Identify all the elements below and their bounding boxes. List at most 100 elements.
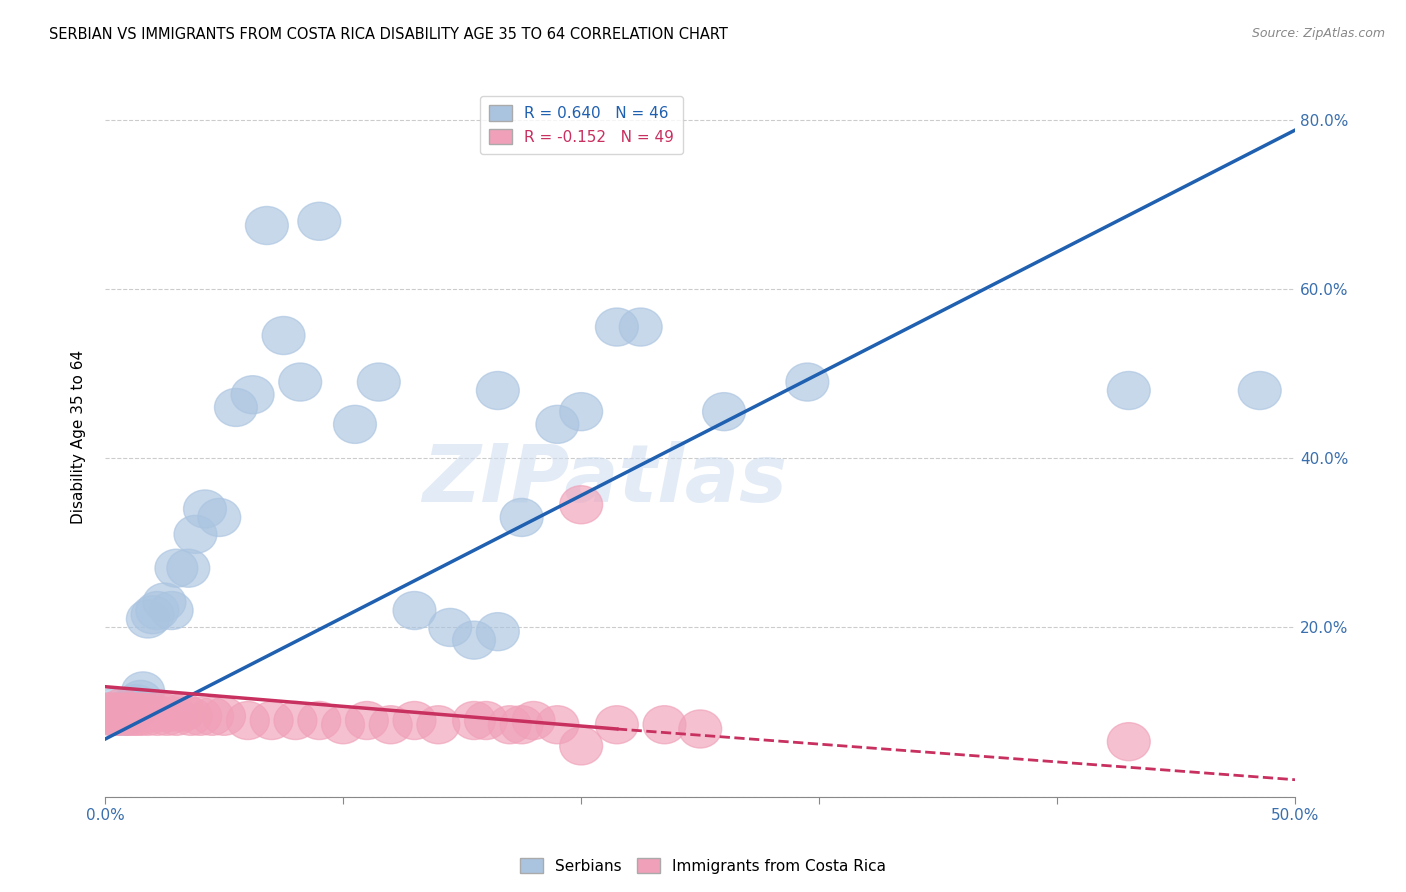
Ellipse shape <box>145 698 188 735</box>
Ellipse shape <box>357 363 401 401</box>
Ellipse shape <box>169 698 212 735</box>
Ellipse shape <box>98 698 141 735</box>
Ellipse shape <box>136 698 179 735</box>
Ellipse shape <box>117 693 160 731</box>
Ellipse shape <box>143 583 186 621</box>
Ellipse shape <box>703 392 745 431</box>
Ellipse shape <box>453 621 495 659</box>
Ellipse shape <box>89 693 131 731</box>
Text: SERBIAN VS IMMIGRANTS FROM COSTA RICA DISABILITY AGE 35 TO 64 CORRELATION CHART: SERBIAN VS IMMIGRANTS FROM COSTA RICA DI… <box>49 27 728 42</box>
Ellipse shape <box>127 600 169 638</box>
Ellipse shape <box>91 693 134 731</box>
Ellipse shape <box>501 706 543 744</box>
Ellipse shape <box>488 706 531 744</box>
Ellipse shape <box>226 701 270 739</box>
Ellipse shape <box>501 499 543 536</box>
Ellipse shape <box>136 591 179 630</box>
Ellipse shape <box>96 693 138 731</box>
Ellipse shape <box>100 693 143 731</box>
Ellipse shape <box>596 308 638 346</box>
Ellipse shape <box>120 698 162 735</box>
Ellipse shape <box>198 499 240 536</box>
Ellipse shape <box>370 706 412 744</box>
Legend: Serbians, Immigrants from Costa Rica: Serbians, Immigrants from Costa Rica <box>513 852 893 880</box>
Ellipse shape <box>131 596 174 634</box>
Ellipse shape <box>262 317 305 354</box>
Ellipse shape <box>394 701 436 739</box>
Ellipse shape <box>107 689 150 727</box>
Ellipse shape <box>298 701 340 739</box>
Ellipse shape <box>1108 371 1150 409</box>
Ellipse shape <box>114 684 157 723</box>
Ellipse shape <box>278 363 322 401</box>
Text: Source: ZipAtlas.com: Source: ZipAtlas.com <box>1251 27 1385 40</box>
Ellipse shape <box>110 698 153 735</box>
Ellipse shape <box>150 591 193 630</box>
Ellipse shape <box>536 405 579 443</box>
Ellipse shape <box>346 701 388 739</box>
Ellipse shape <box>100 689 143 727</box>
Ellipse shape <box>246 206 288 244</box>
Legend: R = 0.640   N = 46, R = -0.152   N = 49: R = 0.640 N = 46, R = -0.152 N = 49 <box>479 95 683 153</box>
Ellipse shape <box>191 698 233 735</box>
Ellipse shape <box>679 710 721 748</box>
Ellipse shape <box>105 698 148 735</box>
Ellipse shape <box>105 698 148 735</box>
Ellipse shape <box>619 308 662 346</box>
Ellipse shape <box>231 376 274 414</box>
Ellipse shape <box>98 698 141 735</box>
Ellipse shape <box>112 693 155 731</box>
Ellipse shape <box>150 693 193 731</box>
Ellipse shape <box>91 689 134 727</box>
Ellipse shape <box>596 706 638 744</box>
Ellipse shape <box>122 672 165 710</box>
Ellipse shape <box>110 693 153 731</box>
Ellipse shape <box>202 698 246 735</box>
Ellipse shape <box>429 608 471 647</box>
Ellipse shape <box>127 698 169 735</box>
Ellipse shape <box>250 701 292 739</box>
Ellipse shape <box>512 701 555 739</box>
Ellipse shape <box>155 698 198 735</box>
Y-axis label: Disability Age 35 to 64: Disability Age 35 to 64 <box>72 350 86 524</box>
Ellipse shape <box>120 681 162 718</box>
Ellipse shape <box>93 698 136 735</box>
Ellipse shape <box>560 392 603 431</box>
Ellipse shape <box>333 405 377 443</box>
Ellipse shape <box>1239 371 1281 409</box>
Ellipse shape <box>322 706 364 744</box>
Ellipse shape <box>162 693 205 731</box>
Ellipse shape <box>453 701 495 739</box>
Ellipse shape <box>560 486 603 524</box>
Ellipse shape <box>536 706 579 744</box>
Ellipse shape <box>560 727 603 765</box>
Ellipse shape <box>394 591 436 630</box>
Text: ZIPatlas: ZIPatlas <box>422 442 787 519</box>
Ellipse shape <box>93 698 136 735</box>
Ellipse shape <box>179 698 222 735</box>
Ellipse shape <box>464 701 508 739</box>
Ellipse shape <box>107 693 150 731</box>
Ellipse shape <box>114 698 157 735</box>
Ellipse shape <box>89 698 131 735</box>
Ellipse shape <box>418 706 460 744</box>
Ellipse shape <box>786 363 828 401</box>
Ellipse shape <box>274 701 316 739</box>
Ellipse shape <box>215 388 257 426</box>
Ellipse shape <box>96 693 138 731</box>
Ellipse shape <box>103 693 145 731</box>
Ellipse shape <box>86 693 129 731</box>
Ellipse shape <box>131 693 174 731</box>
Ellipse shape <box>298 202 340 240</box>
Ellipse shape <box>643 706 686 744</box>
Ellipse shape <box>122 693 165 731</box>
Ellipse shape <box>1108 723 1150 761</box>
Ellipse shape <box>103 693 145 731</box>
Ellipse shape <box>112 693 155 731</box>
Ellipse shape <box>174 516 217 553</box>
Ellipse shape <box>141 693 184 731</box>
Ellipse shape <box>184 490 226 528</box>
Ellipse shape <box>167 549 209 587</box>
Ellipse shape <box>477 613 519 650</box>
Ellipse shape <box>477 371 519 409</box>
